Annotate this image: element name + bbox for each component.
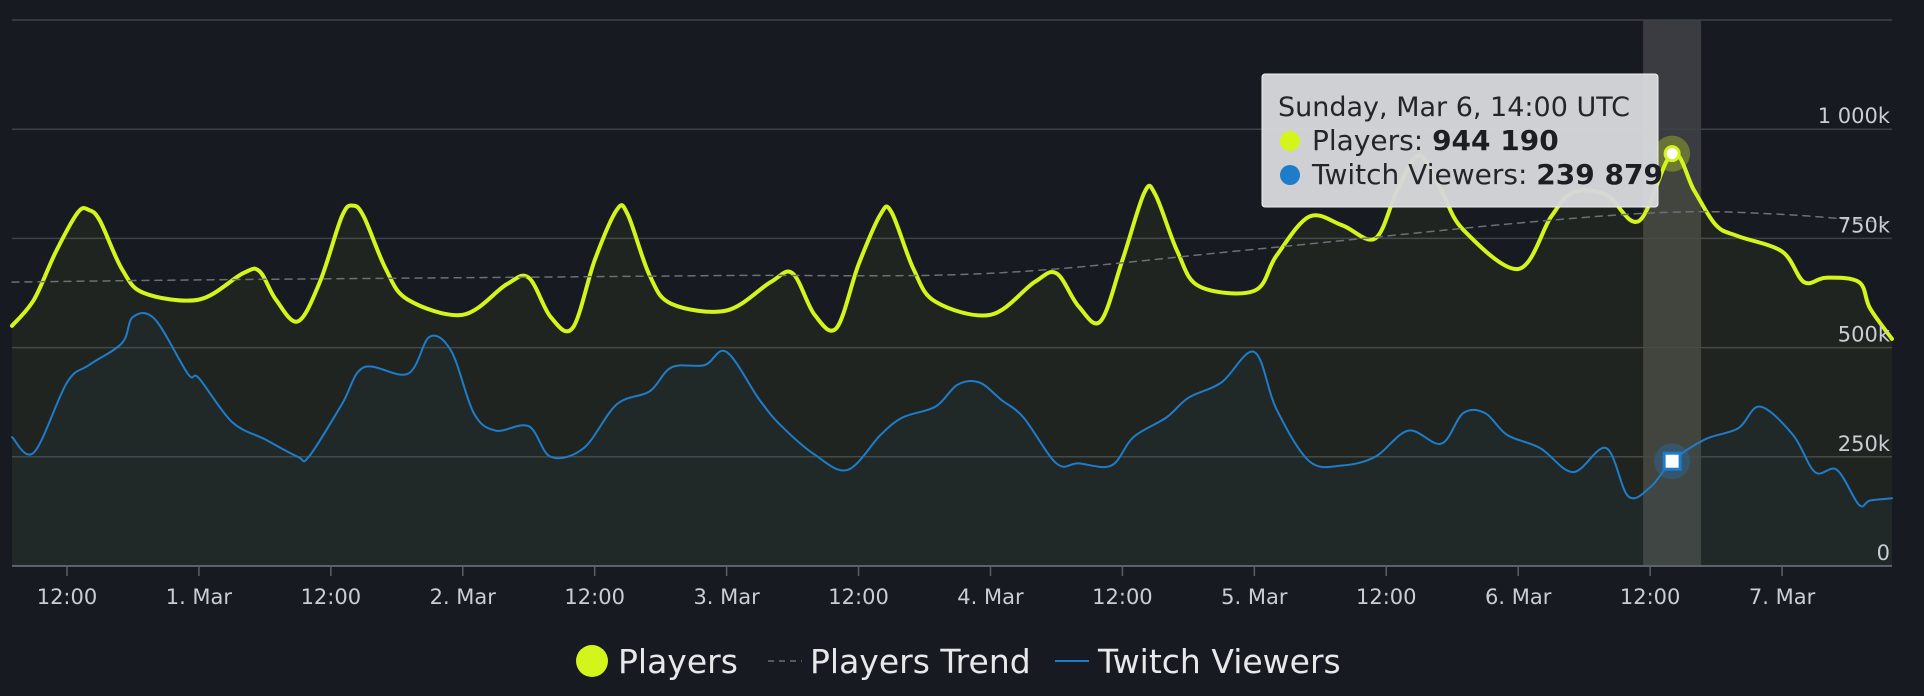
tooltip-row-label: Players: bbox=[1312, 124, 1432, 157]
y-tick-label: 250k bbox=[1838, 432, 1891, 456]
legend-twitch-viewers-label: Twitch Viewers bbox=[1097, 642, 1341, 681]
x-tick-label: 12:00 bbox=[564, 585, 625, 609]
x-tick-label: 12:00 bbox=[1356, 585, 1417, 609]
x-tick-label: 5. Mar bbox=[1221, 585, 1288, 609]
players-area bbox=[12, 153, 1892, 567]
x-tick-label: 7. Mar bbox=[1749, 585, 1816, 609]
tooltip-row-value: 239 879 bbox=[1536, 158, 1663, 191]
tooltip-title: Sunday, Mar 6, 14:00 UTC bbox=[1278, 92, 1630, 123]
legend-players-label: Players bbox=[618, 642, 738, 681]
x-tick-label: 12:00 bbox=[37, 585, 98, 609]
tooltip-row-value: 944 190 bbox=[1432, 124, 1559, 157]
x-tick-label: 1. Mar bbox=[166, 585, 233, 609]
legend: Players Players Trend Twitch Viewers bbox=[576, 642, 1341, 681]
x-tick-label: 4. Mar bbox=[957, 585, 1024, 609]
x-tick-label: 6. Mar bbox=[1485, 585, 1552, 609]
tooltip-row: Twitch Viewers: 239 879 bbox=[1311, 158, 1663, 191]
tooltip-marker bbox=[1280, 131, 1300, 151]
x-tick-label: 12:00 bbox=[1092, 585, 1153, 609]
y-tick-label: 1 000k bbox=[1818, 104, 1891, 128]
twitch-viewers-area bbox=[12, 313, 1892, 566]
x-tick-label: 12:00 bbox=[1620, 585, 1681, 609]
tooltip-box bbox=[1261, 73, 1659, 208]
y-tick-label: 0 bbox=[1877, 541, 1890, 565]
x-tick-label: 2. Mar bbox=[430, 585, 497, 609]
tooltip-row-label: Twitch Viewers: bbox=[1311, 158, 1536, 191]
players-hover-point bbox=[1663, 145, 1681, 163]
twitch-viewers-line bbox=[11, 312, 1893, 508]
y-tick-label: 750k bbox=[1838, 213, 1891, 237]
x-tick-label: 12:00 bbox=[828, 585, 889, 609]
x-tick-label: 3. Mar bbox=[693, 585, 760, 609]
tooltip-row: Players: 944 190 bbox=[1312, 124, 1559, 157]
y-tick-label: 500k bbox=[1838, 323, 1891, 347]
x-tick-label: 12:00 bbox=[301, 585, 362, 609]
players-trend-line bbox=[11, 210, 1893, 283]
tooltip-marker bbox=[1280, 165, 1300, 185]
legend-players-symbol bbox=[576, 645, 608, 677]
legend-players-trend-label: Players Trend bbox=[810, 642, 1031, 681]
twitch-hover-point bbox=[1662, 451, 1682, 471]
